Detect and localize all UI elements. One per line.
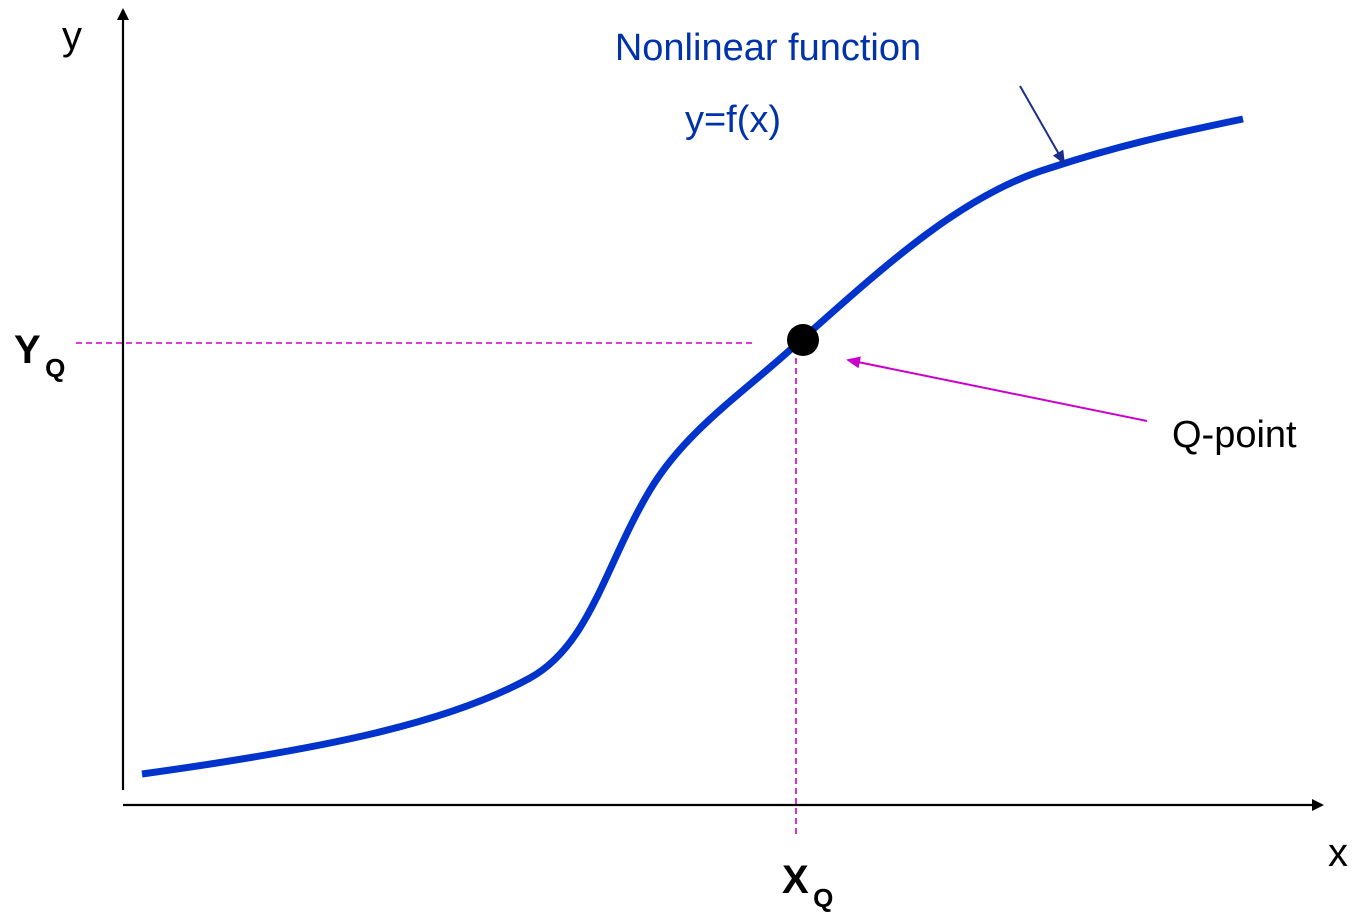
nonlinear-curve: [141, 115, 1244, 778]
qpoint-arrow: [846, 356, 1148, 422]
yq-label-subscript: Q: [45, 353, 65, 383]
yq-label-main: Y: [14, 328, 41, 372]
function-arrow: [1019, 85, 1065, 165]
yq-label: Y Q: [14, 328, 65, 383]
x-axis-label: x: [1328, 831, 1348, 875]
qpoint-label: Q-point: [1172, 414, 1297, 456]
xq-label-main: X: [782, 858, 809, 902]
xq-label: X Q: [782, 858, 833, 913]
function-formula: y=f(x): [685, 99, 781, 141]
qpoint-dot: [787, 324, 819, 356]
y-axis-label: y: [62, 14, 82, 58]
function-title: Nonlinear function: [615, 27, 921, 69]
xq-label-subscript: Q: [813, 883, 833, 913]
